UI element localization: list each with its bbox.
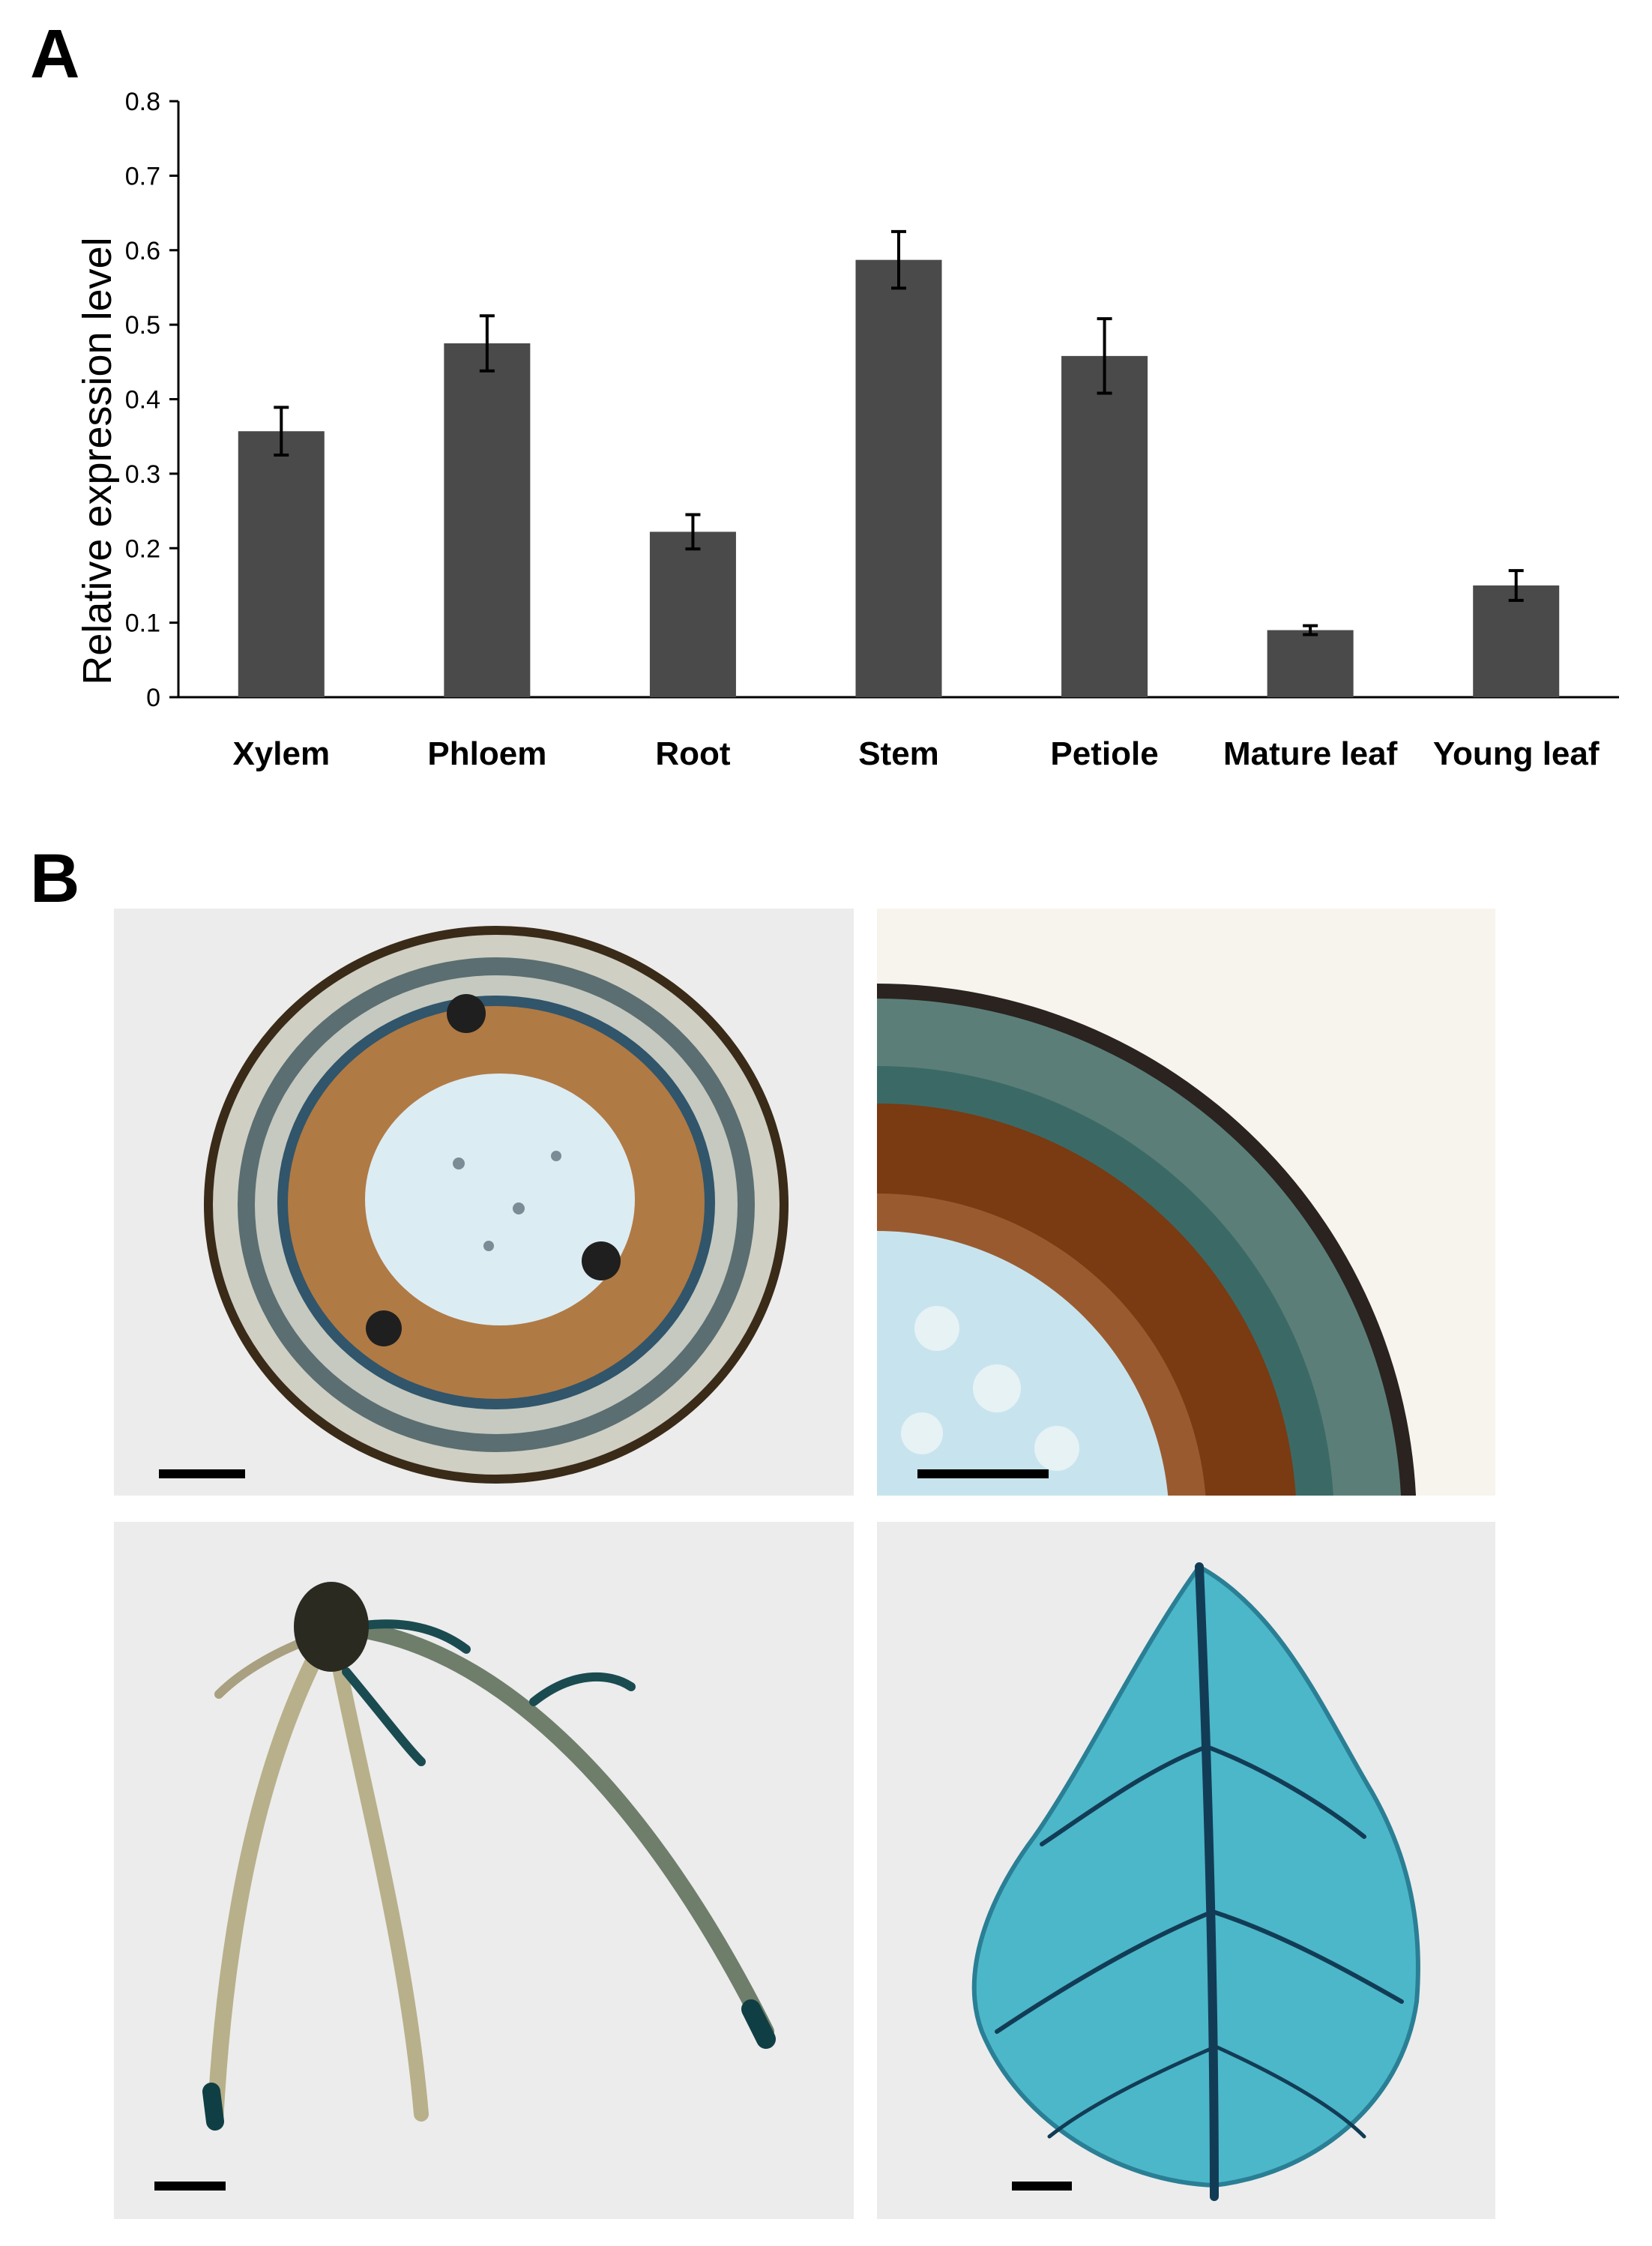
chart-labels: Xylem Phloem Root Stem Petiole Mature leaf You… [232, 735, 1599, 772]
bar [1473, 585, 1560, 697]
x-tick-label: Young leaf [1433, 735, 1600, 772]
bar-chart: 0 0.1 0.2 0.3 0.4 0.5 0.6 0.7 0.8 Xylem Phloem Roo… [75, 88, 1619, 772]
bar [649, 532, 736, 697]
x-tick-label: Root [655, 735, 731, 772]
bar [1061, 355, 1148, 697]
panel-label-b: B [30, 840, 80, 917]
y-tick-label: 0.3 [125, 460, 160, 489]
x-tick-label: Petiole [1050, 735, 1158, 772]
y-tick-label: 0.6 [125, 237, 160, 265]
chart-bars [238, 229, 1560, 697]
stem-cross-section-image [114, 909, 854, 1496]
scale-bar-leaf [1012, 2182, 1072, 2191]
y-tick-label: 0.2 [125, 535, 160, 563]
x-tick-label: Xylem [232, 735, 330, 772]
leaf-image [877, 1522, 1495, 2219]
x-tick-label: Phloem [427, 735, 546, 772]
bar [444, 343, 531, 697]
scale-bar-root [154, 2182, 226, 2191]
stem-cross-section-detail-image [877, 909, 1495, 1496]
x-tick-label: Stem [858, 735, 939, 772]
y-tick-label: 0.4 [125, 386, 160, 415]
bar [1267, 630, 1354, 697]
x-tick-label: Mature leaf [1223, 735, 1398, 772]
y-tick-label: 0.5 [125, 311, 160, 340]
bar [238, 431, 325, 697]
y-axis-title: Relative expression level [75, 237, 120, 684]
y-tick-label: 0.7 [125, 162, 160, 190]
root-system-image [114, 1522, 854, 2219]
scale-bar-stem [159, 1469, 245, 1478]
y-tick-label: 0 [146, 684, 160, 712]
panel-label-a: A [30, 16, 80, 92]
y-tick-label: 0.8 [125, 88, 160, 116]
bar [855, 259, 942, 697]
scale-bar-stem-detail [917, 1469, 1049, 1478]
y-tick-label: 0.1 [125, 609, 160, 638]
